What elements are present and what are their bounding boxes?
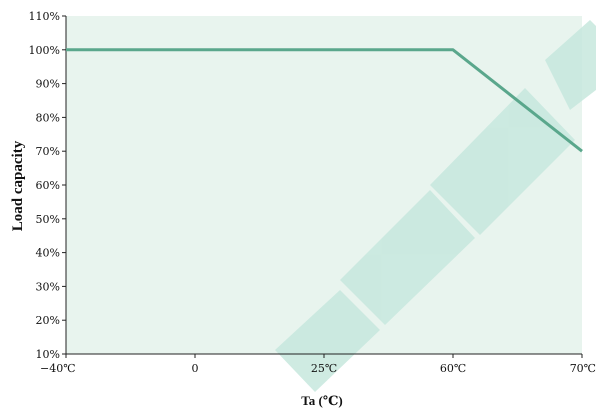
watermark-shape	[275, 290, 380, 392]
derating-curve	[66, 48, 583, 153]
y-tick-label: 80%	[36, 111, 60, 124]
y-tick-label: 60%	[36, 179, 60, 192]
y-tick-label: 30%	[36, 280, 60, 293]
y-tick-label: 10%	[36, 348, 60, 361]
y-tick-label: 70%	[36, 145, 60, 158]
y-tick-label: 40%	[36, 247, 60, 260]
x-tick-label: 70℃	[570, 362, 596, 375]
watermark-shape	[430, 88, 575, 235]
y-tick-label: 90%	[36, 78, 60, 91]
axes	[62, 15, 583, 358]
y-tick-label: 50%	[36, 213, 60, 226]
x-tick-label: 25℃	[311, 362, 337, 375]
x-tick-label: 60℃	[440, 362, 466, 375]
watermark-shape	[545, 20, 596, 110]
series-layer	[66, 48, 583, 153]
watermark-logo	[275, 20, 596, 392]
y-tick-label: 110%	[29, 10, 60, 23]
y-tick-label: 20%	[36, 314, 60, 327]
tick-labels: 10% 20% 30% 40% 50% 60% 70% 80% 90% 100% 110% −40℃ 0…	[29, 10, 596, 375]
watermark-shape	[340, 190, 475, 325]
x-tick-label: 0	[192, 362, 199, 375]
x-tick-label: −40℃	[40, 362, 76, 375]
y-axis-title: Load capacity	[10, 140, 26, 231]
x-axis-title: Ta (℃)	[301, 393, 342, 408]
y-tick-label: 100%	[29, 44, 60, 57]
